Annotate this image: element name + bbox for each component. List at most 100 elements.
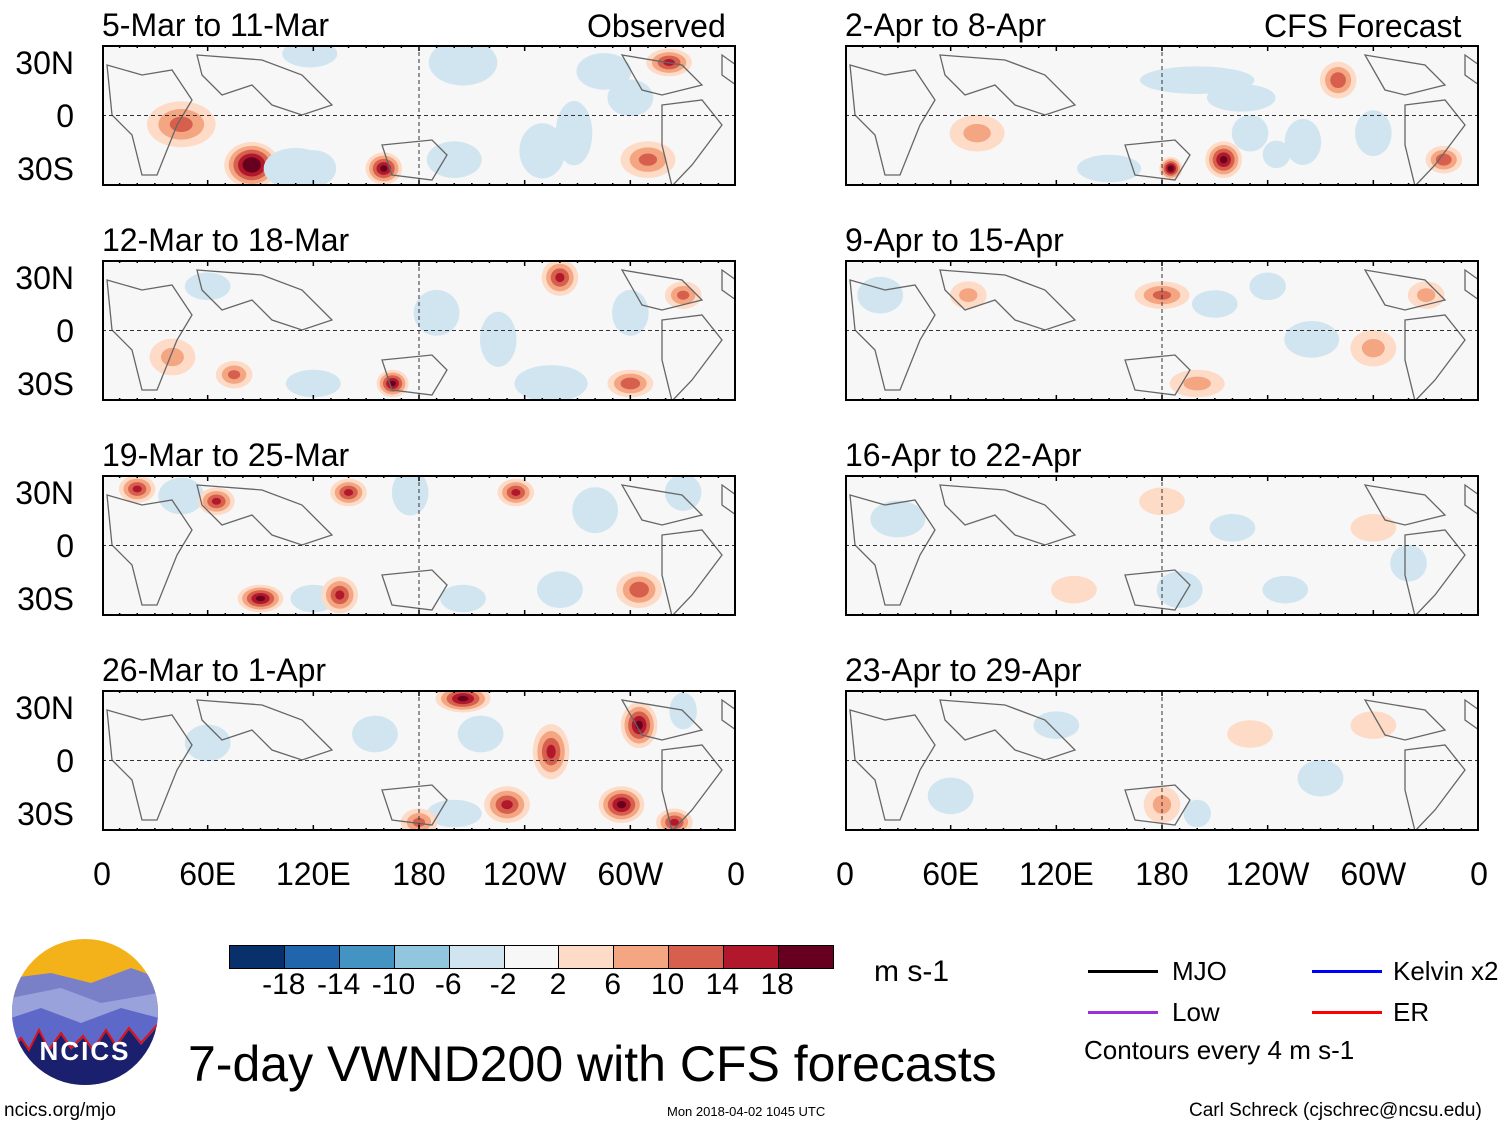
anomaly-contour [555, 272, 565, 283]
anomaly-contour [1227, 720, 1273, 748]
map-panel [102, 45, 736, 186]
coastline [1404, 744, 1466, 831]
anomaly-contour [440, 584, 486, 613]
figure-title: 7-day VWND200 with CFS forecasts [188, 1036, 997, 1092]
lat-tick-label: 30N [15, 45, 74, 81]
colorbar-tick-label: 6 [604, 968, 622, 1001]
colorbar-swatch [394, 946, 450, 968]
anomaly-contour [1077, 154, 1142, 183]
coastline [939, 54, 1077, 116]
anomaly-contour [285, 369, 341, 398]
anomaly-contour [380, 165, 388, 172]
footer-author: Carl Schreck (cjschrec@ncsu.edu) [1189, 1100, 1482, 1121]
legend-kelvin-line [1312, 970, 1382, 973]
anomaly-contour [607, 79, 654, 117]
contour-note: Contours every 4 m s-1 [1084, 1035, 1355, 1065]
legend-low-line [1088, 1011, 1158, 1014]
anomaly-contour [1350, 711, 1397, 739]
coastline [106, 279, 193, 391]
colorbar-tick-label: 18 [760, 968, 794, 1001]
colorbar-tick-label: -10 [371, 968, 416, 1001]
anomaly-contour [664, 475, 702, 511]
lon-tick-label: 0 [1470, 856, 1488, 892]
panel-title: 23-Apr to 29-Apr [845, 652, 1082, 688]
coastline [1464, 698, 1479, 731]
anomaly-contour [514, 365, 588, 401]
anomaly-contour [612, 289, 649, 336]
lat-tick-label: 0 [56, 98, 74, 134]
anomaly-contour [669, 818, 679, 826]
lat-tick-label: 30S [17, 581, 74, 617]
colorbar-swatch [559, 946, 615, 968]
anomaly-contour [857, 276, 904, 314]
anomaly-contour [1206, 84, 1276, 112]
coastline [849, 64, 936, 176]
colorbar-tick-label: 2 [549, 968, 567, 1001]
anomaly-contour [1156, 571, 1203, 609]
colorbar-tick-label: -6 [434, 968, 462, 1001]
lat-tick-label: 0 [56, 313, 74, 349]
colorbar-tick-label: 10 [650, 968, 685, 1001]
anomaly-contour [1284, 320, 1340, 358]
colorbar-swatch [339, 946, 395, 968]
coastline [196, 269, 334, 331]
panel-title: 26-Mar to 1-Apr [102, 652, 327, 688]
panel-title: 12-Mar to 18-Mar [102, 222, 350, 258]
footer-timestamp: Mon 2018-04-02 1045 UTC [667, 1104, 826, 1119]
anomaly-contour [426, 141, 482, 179]
anomaly-contour [227, 370, 241, 380]
coastline [196, 484, 334, 546]
anomaly-contour [1262, 575, 1309, 604]
coastline [620, 54, 704, 96]
anomaly-contour [389, 380, 396, 387]
anomaly-contour [1330, 72, 1346, 89]
observed-heading: Observed [587, 8, 726, 44]
legend-mjo-line [1088, 970, 1158, 973]
anomaly-contour [576, 52, 632, 90]
lon-tick-label: 120W [1225, 856, 1310, 892]
anomaly-contour [1219, 155, 1228, 164]
colorbar [229, 945, 834, 969]
coastline [381, 139, 448, 181]
colorbar-swatch [230, 946, 285, 968]
lon-tick-label: 60W [597, 856, 664, 892]
colorbar-swatch [504, 946, 560, 968]
colorbar-swatch [284, 946, 340, 968]
anomaly-contour [959, 288, 978, 303]
anomaly-contour [343, 489, 354, 496]
legend-er-line [1312, 1011, 1382, 1014]
anomaly-contour [1209, 514, 1256, 542]
anomaly-contour [1297, 759, 1344, 797]
anomaly-contour [629, 581, 649, 598]
lon-tick-label: 180 [1135, 856, 1189, 892]
coastline [1363, 269, 1447, 311]
coastline [721, 53, 736, 86]
coastline [1363, 54, 1447, 96]
lat-tick-label: 30N [15, 260, 74, 296]
anomaly-contour [1183, 799, 1211, 828]
lat-tick-label: 0 [56, 528, 74, 564]
anomaly-contour [290, 150, 337, 186]
anomaly-contour [412, 817, 426, 827]
anomaly-contour [1033, 711, 1080, 739]
lon-tick-label: 180 [392, 856, 446, 892]
coastline [106, 494, 193, 606]
map-panel [102, 260, 736, 401]
legend-low-label: Low [1172, 997, 1220, 1027]
anomaly-contour [1355, 110, 1392, 157]
panel-title: 16-Apr to 22-Apr [845, 437, 1082, 473]
anomaly-contour [927, 777, 974, 815]
coastline [849, 709, 936, 821]
lat-tick-label: 30S [17, 151, 74, 187]
lon-tick-label: 0 [93, 856, 111, 892]
anomaly-contour [1435, 153, 1452, 166]
coastline [1404, 314, 1466, 401]
anomaly-contour [963, 123, 991, 143]
legend-mjo-label: MJO [1172, 956, 1227, 986]
forecast-heading: CFS Forecast [1264, 8, 1462, 44]
coastline [661, 314, 723, 401]
footer-url[interactable]: ncics.org/mjo [4, 1100, 116, 1121]
coastline [661, 744, 723, 831]
colorbar-units: m s-1 [874, 955, 949, 988]
coastline [661, 99, 723, 186]
